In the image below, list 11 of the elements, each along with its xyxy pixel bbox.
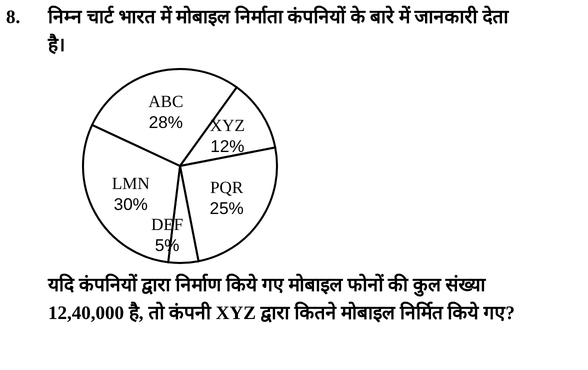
slice-label: XYZ [210, 116, 245, 136]
slice-label: PQR [210, 178, 244, 197]
data-label: 28% [148, 113, 183, 132]
text: 8. [6, 6, 22, 30]
data-label: 25% [210, 198, 244, 218]
slice-label: LMN [112, 174, 150, 193]
chart-title: निम्न चार्ट भारत में मोबाइल निर्माता कंपनियों के बारे में जानकारी देता है। [48, 4, 510, 58]
data-label: 30% [114, 194, 148, 214]
text: यदि कंपनियों द्वारा निर्माण किये गए मोबाइल फोनों की कुल संख्या 12,40,000 है, तो कंपनी XYZ द्वारा कितने मोबाइल निर्मित किये गए? [48, 272, 516, 326]
slice-label: ABC [148, 92, 184, 112]
data-label: 12% [210, 137, 244, 156]
